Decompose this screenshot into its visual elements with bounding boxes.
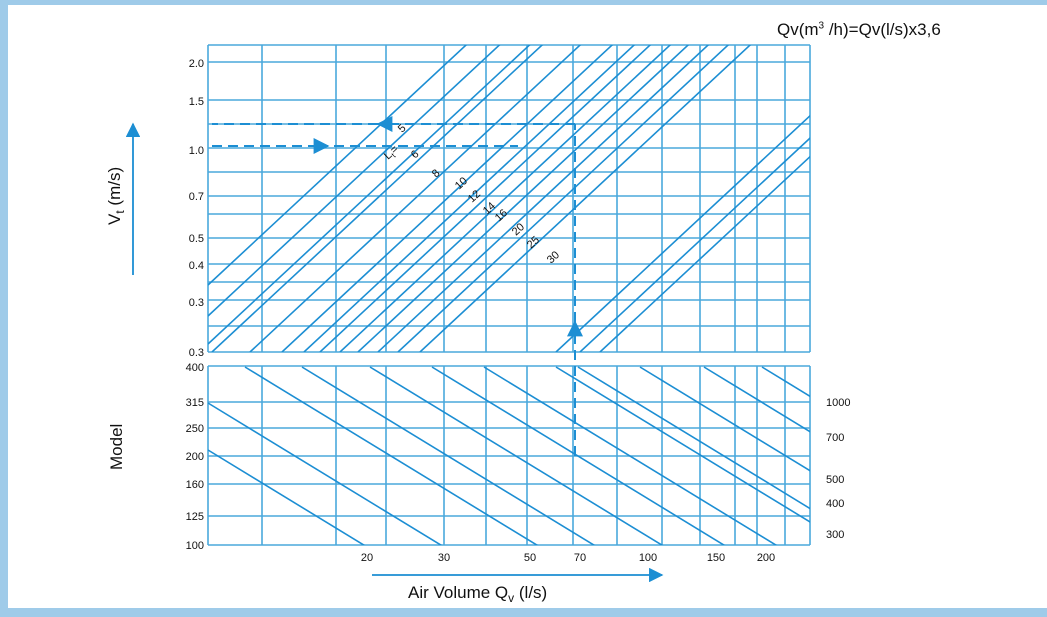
velocity-curves [208,45,810,352]
y-tick-top: 0.5 [189,233,204,245]
model-curve [244,366,539,545]
model-curve [208,449,366,545]
x-tick: 20 [361,552,373,564]
x-tick: 50 [524,552,536,564]
grid [207,44,811,546]
y-tick-top: 1.5 [189,96,204,108]
model-curve [639,366,810,472]
frame-left [0,0,8,617]
velocity-curve-unlabeled [397,45,730,352]
model-curve [431,366,726,545]
x-tick: 70 [574,552,586,564]
velocity-curve-5 [208,45,468,286]
axis-arrows [125,122,664,583]
velocity-curve-8 [208,45,531,345]
velocity-curve-25 [339,45,672,352]
velocity-curve-unlabeled [377,45,710,352]
model-curves [208,366,810,545]
x-axis-title: Air Volume Qv (l/s) [408,583,547,605]
y-tick-model: 250 [186,423,204,435]
conversion-formula: Qv(m3 /h)=Qv(l/s)x3,6 [777,20,941,40]
x-tick: 30 [438,552,450,564]
velocity-curve-extra [599,155,810,352]
velocity-curve-extra [555,114,810,352]
y-tick-model: 125 [186,511,204,523]
x-tick: 150 [707,552,725,564]
right-label: 1000 [826,397,850,409]
example-guide-lines [212,116,583,456]
velocity-curve-14 [281,45,614,352]
velocity-curve-30 [357,45,690,352]
model-curve [577,366,810,510]
y-tick-model: 200 [186,451,204,463]
right-label: 700 [826,432,844,444]
model-curve [761,366,810,398]
velocity-curve-12 [249,45,582,352]
velocity-curve-16 [303,45,636,352]
y-tick-top: 0.3 [189,297,204,309]
formula-lead: Qv(m [777,20,819,39]
curve-label: 20 [510,221,527,238]
y-tick-model: 315 [186,397,204,409]
model-curve [703,366,810,433]
y-tick-top: 0.7 [189,191,204,203]
velocity-curve-10 [211,45,544,352]
model-curve [555,366,810,523]
velocity-curve-extra [579,137,810,352]
y-axis-title: Vt (m/s) [105,167,127,225]
model-curve [301,366,596,545]
frame-top [0,0,1047,5]
chart-labels: 2.0 1.5 1.0 0.7 0.5 0.4 0.3 0.3 400 315 250 200 160 1… [105,58,850,605]
y-tick-top: 0.3 [189,347,204,359]
y-tick-top: 2.0 [189,58,204,70]
x-tick: 200 [757,552,775,564]
y-tick-model: 160 [186,479,204,491]
y-tick-model: 100 [186,540,204,552]
model-axis-title: Model [107,424,126,470]
right-label: 300 [826,529,844,541]
formula-sup: 3 [818,20,825,32]
x-tick: 100 [639,552,657,564]
model-curve [208,402,443,545]
y-tick-top: 0.4 [189,260,204,272]
formula-tail: /h)=Qv(l/s)x3,6 [824,20,941,39]
model-curve [483,366,778,545]
right-label: 500 [826,474,844,486]
y-tick-model: 400 [186,362,204,374]
velocity-curve-unlabeled [419,45,752,352]
velocity-curve-6 [208,45,501,317]
right-label: 400 [826,498,844,510]
velocity-curve-20 [319,45,652,352]
y-tick-top: 1.0 [189,145,204,157]
frame-bottom [0,608,1047,617]
model-curve [369,366,664,545]
